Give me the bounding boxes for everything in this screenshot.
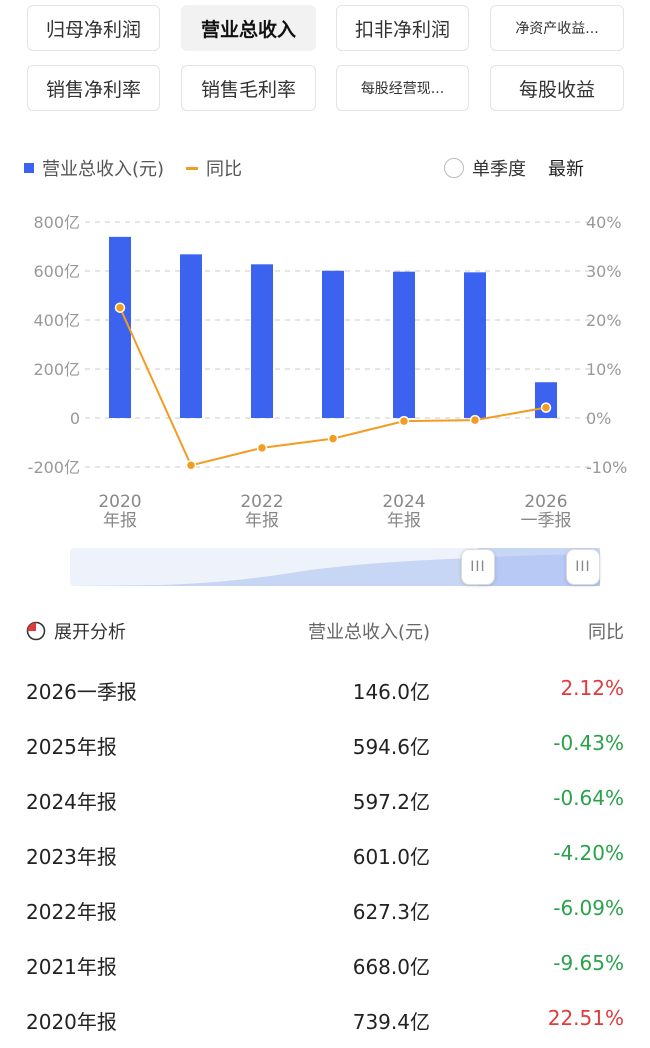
table-row: 2023年报 601.0亿 -4.20% [0, 827, 650, 883]
period-cell: 2021年报 [26, 955, 117, 979]
yoy-point [398, 415, 410, 427]
single-quarter-radio[interactable] [444, 158, 464, 178]
slider-overview [70, 548, 600, 586]
value-column-header: 营业总收入(元) [307, 622, 430, 643]
revenue-bar [251, 264, 273, 418]
left-tick-label: 800亿 [33, 213, 80, 232]
right-tick-label: 20% [586, 311, 622, 330]
period-cell: 2026一季报 [26, 680, 137, 704]
value-cell: 601.0亿 [352, 845, 430, 869]
yoy-cell: -6.09% [553, 896, 624, 920]
revenue-bar [109, 236, 131, 418]
slider-left-handle[interactable]: III [461, 549, 495, 585]
left-tick-label: 600亿 [33, 262, 80, 281]
x-tick-label: 年报 [245, 511, 279, 531]
x-tick-label: 2024 [382, 492, 425, 512]
revenue-bar [464, 272, 486, 418]
expand-analysis[interactable]: 展开分析 [26, 618, 126, 644]
value-cell: 594.6亿 [352, 735, 430, 759]
right-tick-label: 0% [586, 409, 611, 428]
yoy-point [540, 402, 552, 413]
tab-operating-cash-per-share[interactable]: 每股经营现... [336, 65, 469, 111]
tab-total-revenue[interactable]: 营业总收入 [181, 5, 316, 51]
right-tick-label: 10% [586, 360, 622, 379]
yoy-point [469, 414, 481, 426]
yoy-point [327, 433, 339, 444]
period-cell: 2020年报 [26, 1010, 117, 1034]
tab-roe[interactable]: 净资产收益... [490, 5, 624, 51]
pie-chart-icon [26, 621, 46, 641]
left-tick-label: 0 [70, 409, 80, 428]
table-row: 2026一季报 146.0亿 2.12% [0, 662, 650, 718]
left-tick-label: 400亿 [33, 311, 80, 330]
line-legend-swatch [186, 166, 199, 170]
line-legend-label: 同比 [206, 159, 243, 180]
yoy-cell: -0.64% [553, 786, 624, 810]
bar-legend-swatch [24, 163, 34, 173]
yoy-point [256, 442, 268, 454]
yoy-cell: -4.20% [553, 841, 624, 865]
left-tick-label: -200亿 [28, 458, 80, 477]
revenue-bar [322, 270, 344, 418]
value-cell: 668.0亿 [352, 955, 430, 979]
yoy-cell: 22.51% [547, 1006, 624, 1030]
slider-right-handle[interactable]: III [566, 549, 600, 585]
tab-net-margin[interactable]: 销售净利率 [27, 65, 160, 111]
x-tick-label: 年报 [387, 511, 421, 531]
range-slider[interactable]: III III [70, 548, 600, 586]
x-tick-label: 一季报 [521, 511, 572, 531]
tab-net-profit-deducted[interactable]: 扣非净利润 [336, 5, 469, 51]
yoy-cell: -0.43% [553, 731, 624, 755]
right-tick-label: 40% [586, 213, 622, 232]
value-cell: 739.4亿 [352, 1010, 430, 1034]
yoy-cell: -9.65% [553, 951, 624, 975]
value-cell: 146.0亿 [352, 680, 430, 704]
table-row: 2020年报 739.4亿 22.51% [0, 992, 650, 1048]
chart-legend: 营业总收入(元) 同比 [24, 155, 242, 181]
single-quarter-label[interactable]: 单季度 [472, 159, 526, 180]
period-cell: 2022年报 [26, 900, 117, 924]
right-tick-label: -10% [586, 458, 627, 477]
period-cell: 2025年报 [26, 735, 117, 759]
revenue-bar [393, 271, 415, 418]
revenue-chart: 800亿 600亿 400亿 200亿 0 -200亿 40% 30% 20% 10% 0% -10%… [28, 213, 628, 531]
x-tick-label: 2022 [240, 492, 283, 512]
yoy-point [185, 460, 197, 471]
right-tick-label: 30% [586, 262, 622, 281]
expand-analysis-label: 展开分析 [54, 622, 126, 643]
yoy-cell: 2.12% [560, 676, 624, 700]
tab-gross-margin[interactable]: 销售毛利率 [181, 65, 316, 111]
tab-net-profit-parent[interactable]: 归母净利润 [27, 5, 160, 51]
tab-eps[interactable]: 每股收益 [490, 65, 624, 111]
x-tick-label: 年报 [103, 511, 137, 531]
table-row: 2025年报 594.6亿 -0.43% [0, 717, 650, 773]
chart-options: 单季度 最新 [444, 155, 584, 181]
x-tick-label: 2020 [98, 492, 141, 512]
table-row: 2021年报 668.0亿 -9.65% [0, 937, 650, 993]
table-header: 展开分析 营业总收入(元) 同比 [0, 618, 650, 650]
yoy-point [114, 302, 126, 313]
yoy-column-header: 同比 [588, 622, 624, 643]
x-tick-label: 2026 [524, 492, 567, 512]
value-cell: 627.3亿 [352, 900, 430, 924]
left-tick-label: 200亿 [33, 360, 80, 379]
period-cell: 2024年报 [26, 790, 117, 814]
period-cell: 2023年报 [26, 845, 117, 869]
revenue-bar [180, 254, 202, 418]
value-cell: 597.2亿 [352, 790, 430, 814]
table-row: 2022年报 627.3亿 -6.09% [0, 882, 650, 938]
bar-legend-label: 营业总收入(元) [42, 159, 165, 180]
table-row: 2024年报 597.2亿 -0.64% [0, 772, 650, 828]
latest-button[interactable]: 最新 [548, 159, 584, 180]
